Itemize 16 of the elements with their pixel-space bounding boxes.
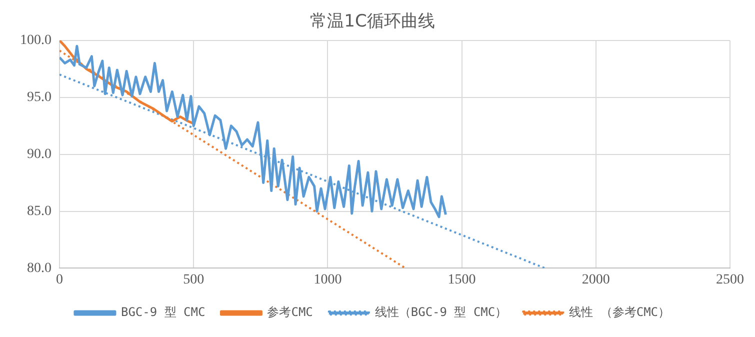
y-tick-label: 100.0: [20, 33, 52, 48]
y-tick-label: 80.0: [27, 260, 52, 276]
x-tick-label: 1500: [448, 272, 476, 288]
y-tick-label: 90.0: [27, 146, 52, 162]
legend-label: BGC-9 型 CMC: [120, 305, 206, 320]
legend-label: 线性（BGC-9 型 CMC）: [374, 305, 508, 320]
x-tick-label: 500: [183, 272, 204, 288]
x-tick-label: 0: [56, 272, 63, 288]
legend-label: 线性 （参考CMC）: [569, 305, 670, 320]
y-tick-label: 85.0: [27, 204, 52, 219]
y-tick-label: 95.0: [27, 90, 52, 106]
x-tick-label: 2000: [582, 272, 610, 288]
x-tick-label: 1000: [314, 272, 342, 288]
chart-title: 常温1C循环曲线: [310, 12, 435, 32]
x-tick-label: 2500: [716, 272, 744, 288]
legend-label: 参考CMC: [267, 305, 313, 320]
